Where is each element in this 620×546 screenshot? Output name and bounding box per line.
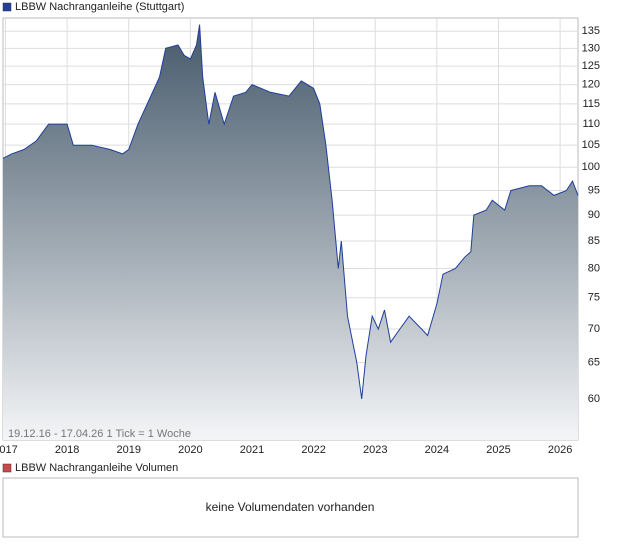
x-tick-label: 2024 [425, 444, 449, 456]
y-tick-label: 100 [582, 161, 600, 173]
y-tick-label: 75 [588, 292, 600, 304]
y-tick-label: 80 [588, 262, 600, 274]
x-tick-label: 2026 [548, 444, 572, 456]
y-tick-label: 85 [588, 235, 600, 247]
x-tick-label: 2021 [240, 444, 264, 456]
x-tick-label: 2025 [486, 444, 510, 456]
y-tick-label: 125 [582, 60, 600, 72]
y-tick-label: 105 [582, 139, 600, 151]
y-tick-label: 95 [588, 184, 600, 196]
price-line [2, 24, 579, 399]
legend-label: LBBW Nachranganleihe (Stuttgart) [15, 1, 184, 13]
x-tick-label: 2019 [116, 444, 140, 456]
volume-note: keine Volumendaten vorhanden [206, 500, 375, 514]
y-tick-label: 90 [588, 209, 600, 221]
x-tick-label: 2022 [301, 444, 325, 456]
y-tick-label: 65 [588, 357, 600, 369]
y-tick-label: 110 [582, 118, 600, 130]
volume-frame [2, 477, 579, 538]
legend-label: LBBW Nachranganleihe Volumen [15, 462, 178, 474]
x-tick-label: 2017 [0, 444, 18, 456]
legend-swatch [2, 2, 12, 12]
y-tick-label: 135 [582, 25, 600, 37]
area-fill [3, 24, 578, 440]
legend-swatch [2, 463, 12, 473]
x-tick-label: 2020 [178, 444, 202, 456]
x-tick-label: 2023 [363, 444, 387, 456]
y-tick-label: 115 [582, 98, 600, 110]
y-tick-label: 70 [588, 323, 600, 335]
y-tick-label: 130 [582, 42, 600, 54]
y-tick-label: 120 [582, 79, 600, 91]
range-note: 19.12.16 - 17.04.26 1 Tick = 1 Woche [8, 428, 191, 440]
x-tick-label: 2018 [55, 444, 79, 456]
y-tick-label: 60 [588, 393, 600, 405]
